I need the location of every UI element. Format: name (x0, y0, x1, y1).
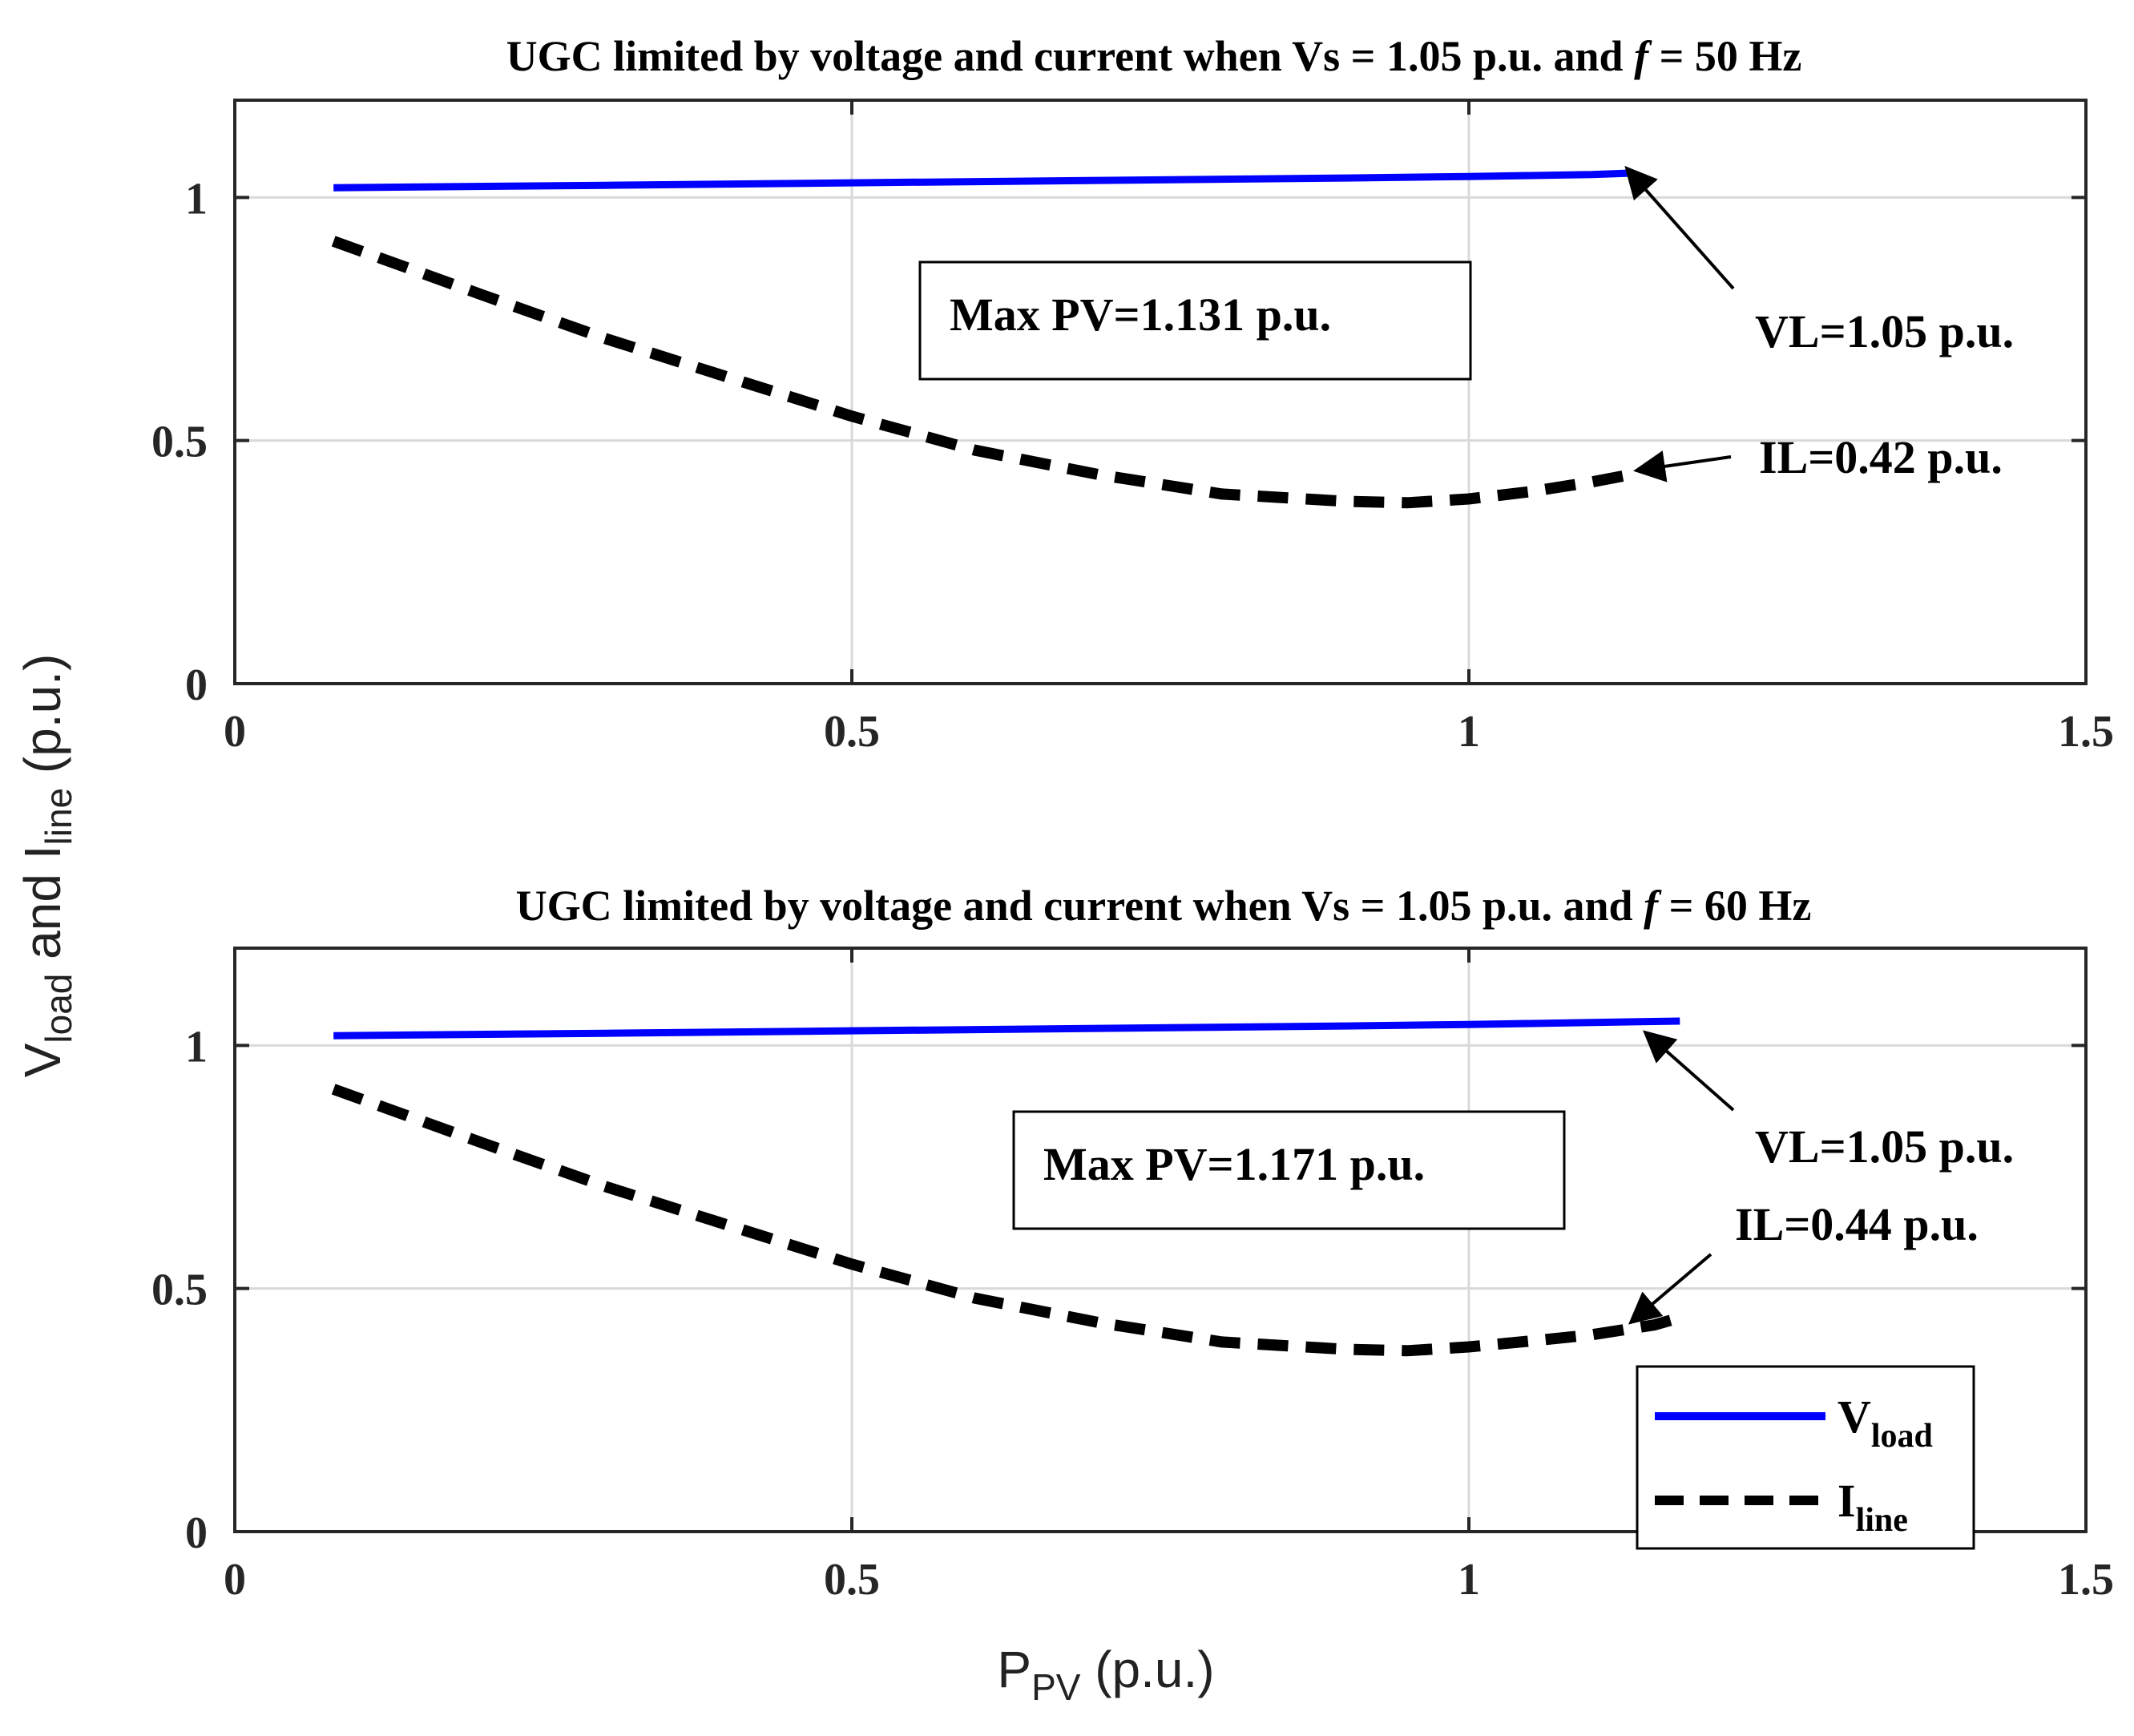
x-tick-label: 0.5 (824, 707, 880, 757)
legend-vload-label: Vload (1837, 1391, 1933, 1455)
y-tick-label: 0.5 (151, 1266, 208, 1315)
vl-label: VL=1.05 p.u. (1755, 1120, 2014, 1173)
series-iline-line (331, 1084, 1682, 1357)
y-tick-label: 0 (185, 1508, 208, 1558)
plot-area-frame (233, 99, 2088, 685)
chart-panel-50hz: UGC limited by voltage and current when … (151, 32, 2114, 757)
series-vload-line (333, 1017, 1680, 1040)
y-tick-label: 0 (185, 660, 208, 710)
series-iline-line (331, 236, 1632, 509)
x-tick-label: 1.5 (2058, 707, 2114, 757)
x-axis-label: PPV (p.u.) (997, 1641, 1214, 1708)
x-tick-label: 1.5 (2058, 1555, 2114, 1605)
x-tick-label: 0 (224, 707, 246, 757)
legend: Vload Iline (1636, 1365, 1975, 1550)
x-tick-label: 0 (224, 1555, 246, 1605)
x-tick-label: 1 (1458, 1555, 1480, 1605)
x-tick-label: 1 (1458, 707, 1480, 757)
il-label: IL=0.44 p.u. (1735, 1198, 1979, 1250)
max-pv-label: Max PV=1.131 p.u. (950, 289, 1331, 341)
il-arrow (1628, 1253, 1712, 1325)
max-pv-label: Max PV=1.171 p.u. (1043, 1138, 1425, 1190)
vl-label: VL=1.05 p.u. (1755, 305, 2014, 357)
y-axis-label: Vload and Iline (p.u.) (14, 654, 79, 1078)
chart-title: UGC limited by voltage and current when … (516, 882, 1812, 930)
vl-arrow (1642, 1030, 1735, 1112)
y-tick-label: 1 (185, 174, 208, 224)
legend-iline-label: Iline (1837, 1475, 1908, 1539)
chart-title: UGC limited by voltage and current when … (506, 32, 1802, 80)
il-arrow (1633, 450, 1732, 482)
max-pv-box (1012, 1110, 1566, 1230)
max-pv-box (918, 260, 1472, 381)
il-label: IL=0.42 p.u. (1759, 431, 2003, 483)
legend-box (1636, 1365, 1975, 1550)
x-tick-label: 0.5 (824, 1555, 880, 1605)
series-vload-line (333, 169, 1631, 192)
y-tick-label: 1 (185, 1022, 208, 1072)
plot-area-frame (233, 947, 2088, 1533)
vl-arrow (1624, 166, 1735, 290)
y-tick-label: 0.5 (151, 418, 208, 467)
chart-panel-60hz: UGC limited by voltage and current when … (151, 882, 2114, 1605)
